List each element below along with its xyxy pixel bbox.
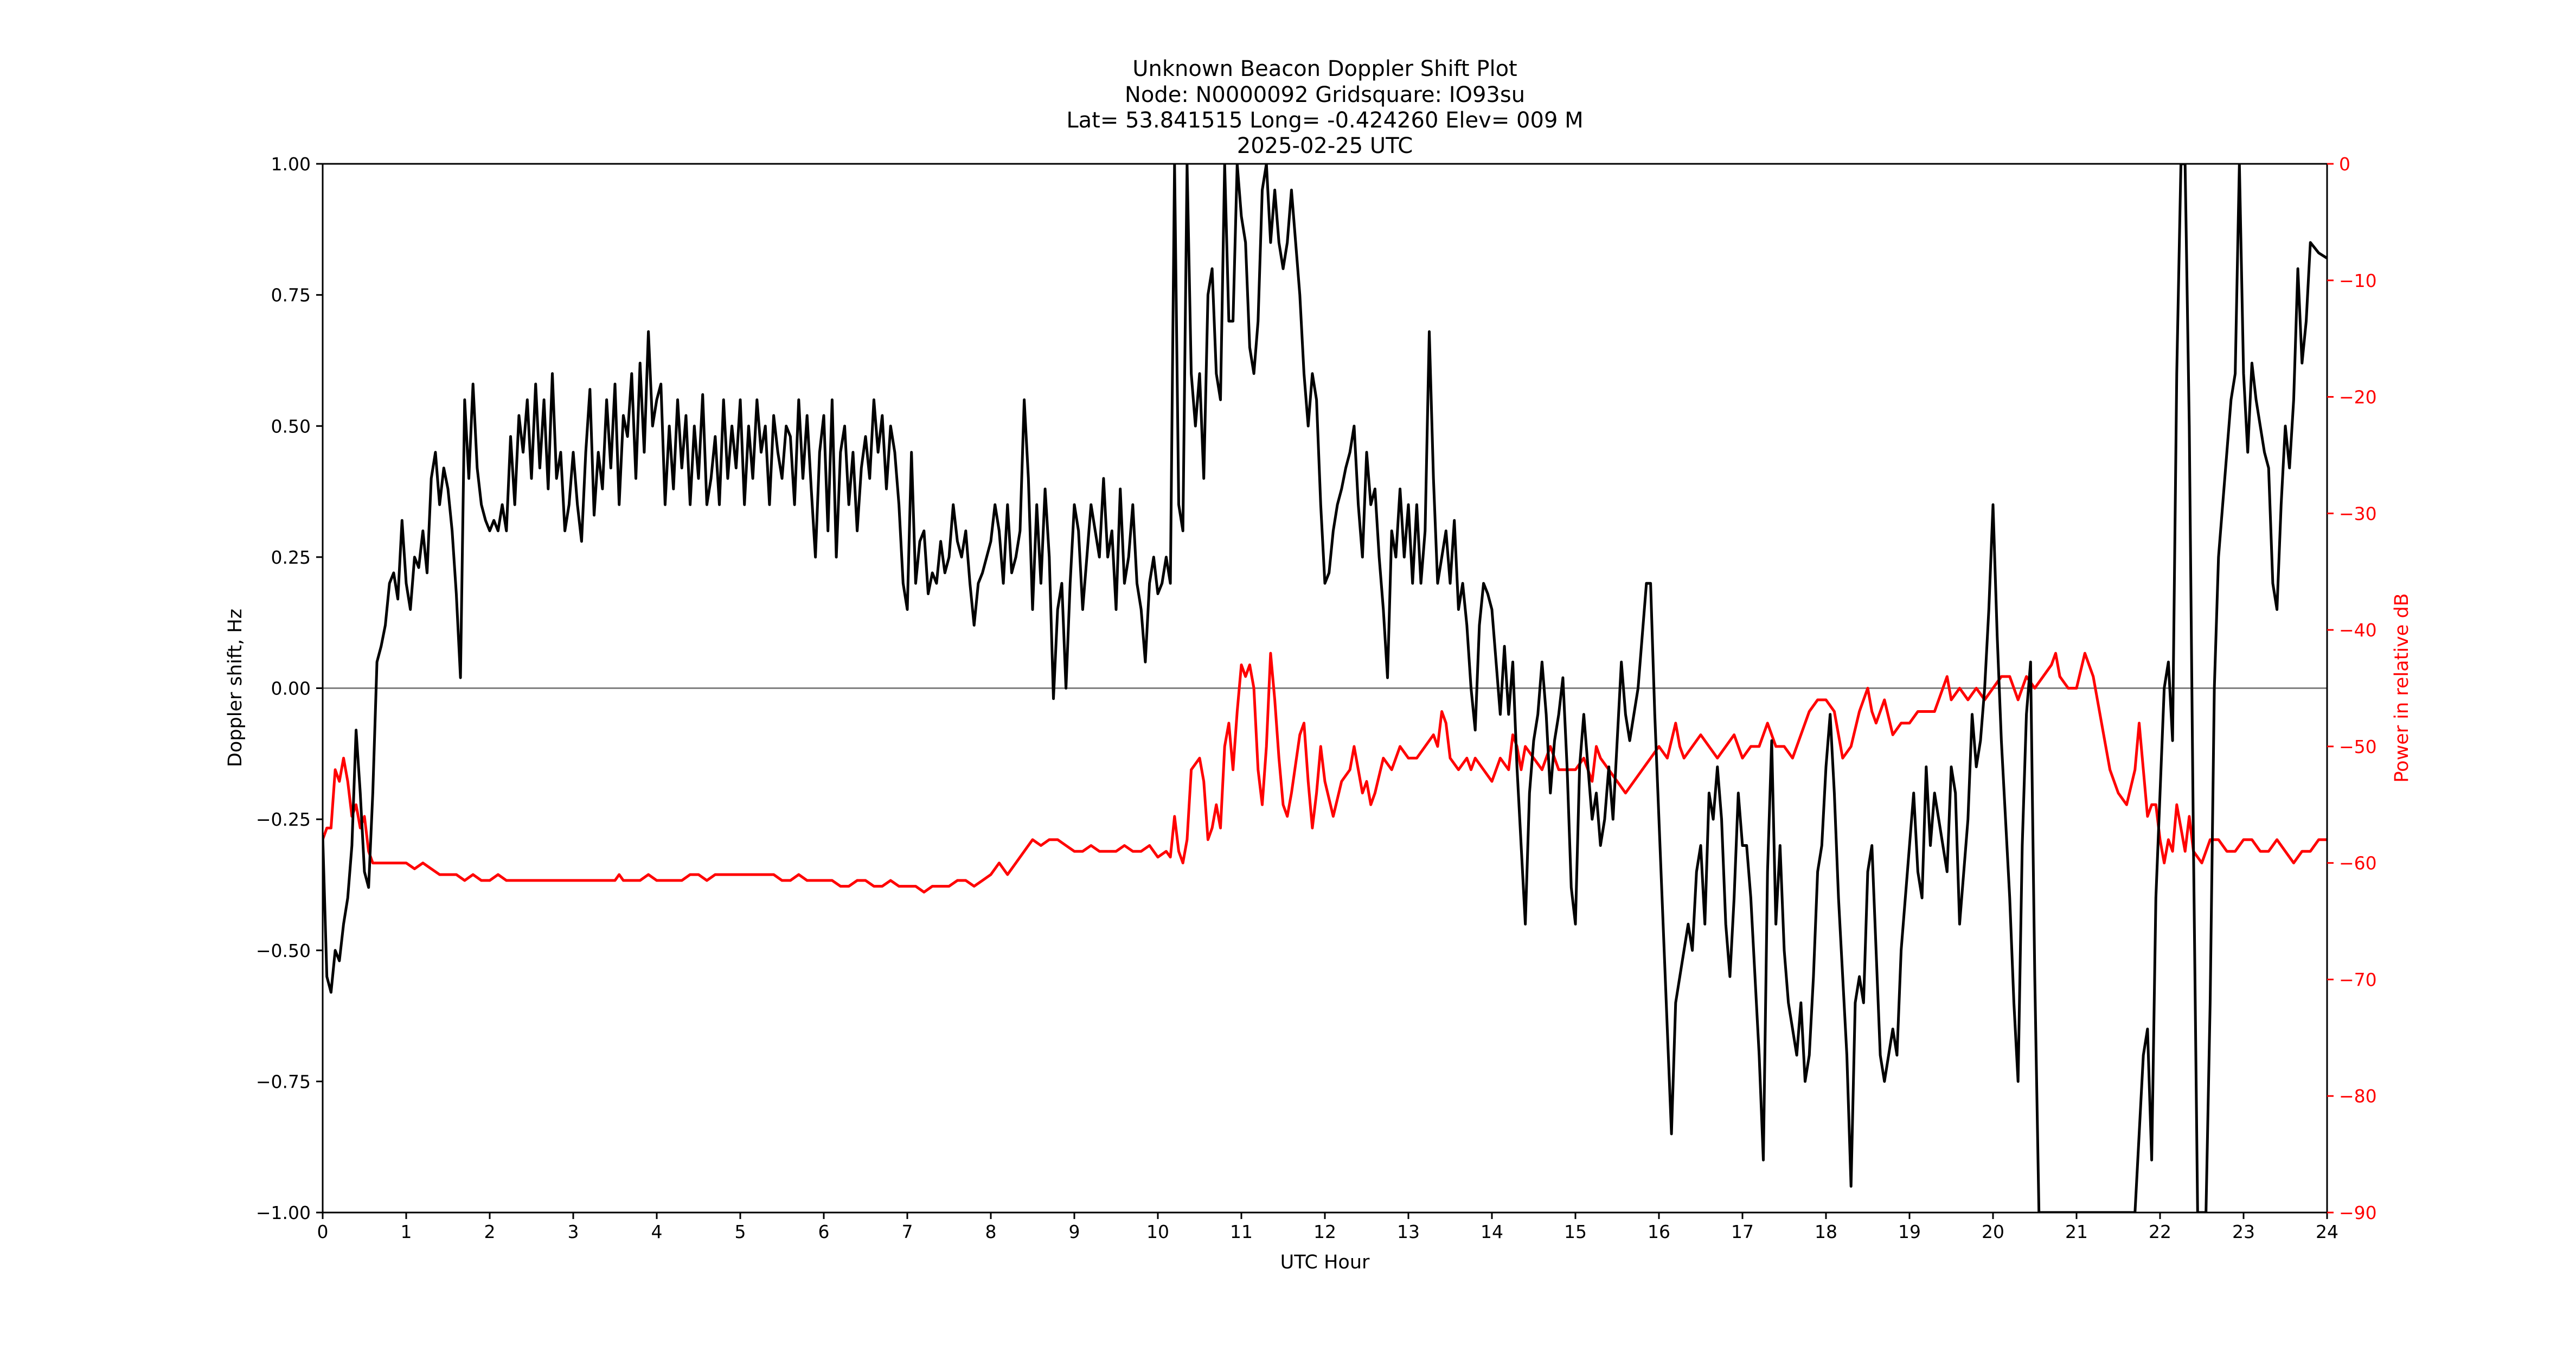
x-tick-label: 24	[2316, 1221, 2338, 1242]
x-tick-label: 1	[401, 1221, 412, 1242]
y-right-ticks-group: −90 −80 −70 −60 −50 −40 −30 −20 −10 0	[2327, 154, 2377, 1223]
y-right-axis-label: Power in relative dB	[2391, 593, 2413, 782]
x-tick-label: 10	[1146, 1221, 1169, 1242]
series-group	[323, 164, 2327, 1213]
y-left-tick-label: −0.75	[256, 1071, 311, 1092]
x-tick-label: 4	[651, 1221, 663, 1242]
y-right-tick-label: −80	[2339, 1086, 2377, 1107]
x-tick-label: 22	[2149, 1221, 2171, 1242]
x-tick-label: 9	[1069, 1221, 1080, 1242]
x-tick-label: 13	[1397, 1221, 1420, 1242]
x-tick-label: 15	[1564, 1221, 1587, 1242]
doppler-series-line	[323, 164, 2327, 1213]
x-ticks-group: 0 1 2 3 4 5 6 7 8 9 10 11 12 13 14 15 16 17 18 19 20 21 22 23 24	[317, 1213, 2338, 1242]
x-tick-label: 16	[1648, 1221, 1670, 1242]
x-tick-label: 0	[317, 1221, 329, 1242]
x-tick-label: 21	[2065, 1221, 2088, 1242]
x-tick-label: 17	[1731, 1221, 1754, 1242]
x-tick-label: 14	[1481, 1221, 1503, 1242]
y-left-tick-label: −0.25	[256, 809, 311, 830]
x-tick-label: 23	[2232, 1221, 2255, 1242]
y-left-ticks-group: −1.00 −0.75 −0.50 −0.25 0.00 0.25 0.50 0.75 1.00	[256, 154, 323, 1223]
x-tick-label: 6	[818, 1221, 830, 1242]
y-left-tick-label: 1.00	[271, 154, 311, 175]
x-tick-label: 8	[985, 1221, 997, 1242]
y-right-tick-label: −60	[2339, 853, 2377, 874]
x-tick-label: 5	[735, 1221, 746, 1242]
y-right-tick-label: −10	[2339, 270, 2377, 291]
chart-title-line-3: Lat= 53.841515 Long= -0.424260 Elev= 009…	[1066, 108, 1583, 133]
y-left-tick-label: −1.00	[256, 1202, 311, 1223]
x-tick-label: 11	[1230, 1221, 1253, 1242]
x-tick-label: 18	[1815, 1221, 1837, 1242]
y-right-tick-label: 0	[2339, 154, 2350, 175]
y-right-tick-label: −20	[2339, 387, 2377, 408]
y-right-tick-label: −40	[2339, 620, 2377, 641]
x-tick-label: 12	[1313, 1221, 1336, 1242]
y-left-axis-label: Doppler shift, Hz	[225, 609, 246, 767]
x-tick-label: 2	[484, 1221, 496, 1242]
y-left-tick-label: 0.25	[271, 547, 311, 568]
x-tick-label: 19	[1898, 1221, 1921, 1242]
x-axis-label: UTC Hour	[1280, 1252, 1370, 1273]
y-left-tick-label: 0.50	[271, 416, 311, 437]
y-left-tick-label: −0.50	[256, 940, 311, 961]
x-tick-label: 20	[1982, 1221, 2004, 1242]
y-left-tick-label: 0.00	[271, 678, 311, 699]
x-tick-label: 7	[902, 1221, 913, 1242]
x-tick-label: 3	[568, 1221, 579, 1242]
chart-title-line-2: Node: N0000092 Gridsquare: IO93su	[1125, 82, 1525, 107]
power-series-line	[323, 652, 2327, 894]
y-right-tick-label: −70	[2339, 969, 2377, 990]
y-right-tick-label: −50	[2339, 736, 2377, 757]
chart-title-line-4: 2025-02-25 UTC	[1237, 133, 1413, 158]
y-left-tick-label: 0.75	[271, 285, 311, 306]
y-right-tick-label: −30	[2339, 503, 2377, 524]
chart-title-line-1: Unknown Beacon Doppler Shift Plot	[1132, 56, 1517, 81]
y-right-tick-label: −90	[2339, 1202, 2377, 1223]
